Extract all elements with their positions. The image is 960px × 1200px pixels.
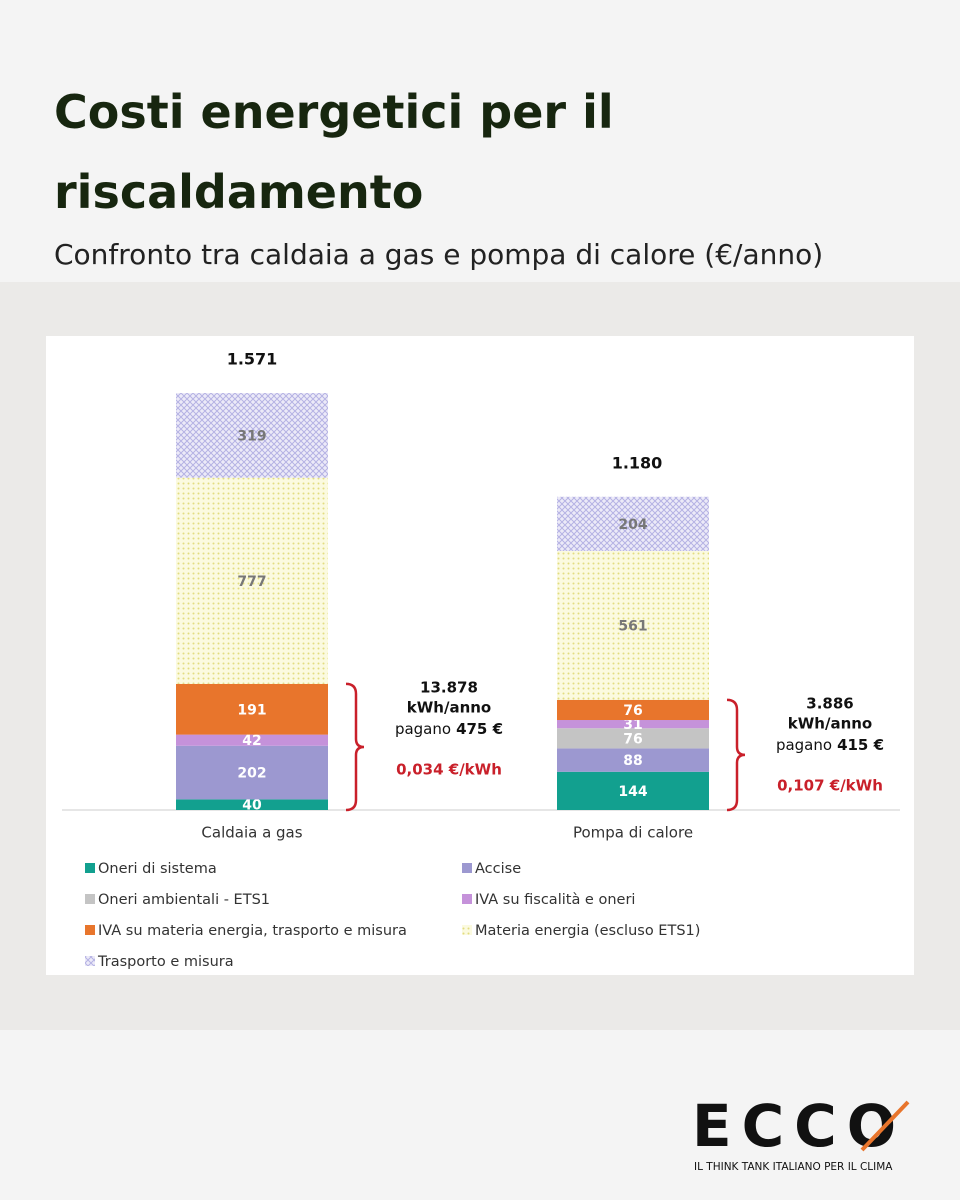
annotation-unit-cost: 0,034 €/kWh: [396, 760, 502, 778]
bar-segment: [176, 683, 328, 735]
total-label: 1.571: [227, 350, 278, 369]
legend-swatch: [85, 956, 95, 966]
amount: 475 €: [456, 719, 503, 737]
segment-label: 76: [623, 703, 642, 719]
segment-label: 777: [237, 574, 266, 590]
bar-segment: [557, 550, 709, 700]
bar-segment: [557, 496, 709, 551]
segment-label: 31: [623, 717, 642, 733]
annotation-unit-cost: 0,107 €/kWh: [777, 776, 883, 794]
bar-segment: [176, 734, 328, 746]
legend-label: Materia energia (escluso ETS1): [475, 923, 700, 939]
bar-segment: [176, 745, 328, 800]
legend-label: Accise: [475, 861, 521, 877]
logo-slash: [860, 1100, 910, 1152]
title: Costi energetici per il riscaldamento: [54, 85, 614, 219]
legend-swatch: [85, 925, 95, 935]
legend-label: Oneri di sistema: [98, 861, 217, 877]
annotation-consumption: 3.886: [806, 694, 853, 712]
legend-label: IVA su materia energia, trasporto e misu…: [98, 923, 407, 939]
legend-label: IVA su fiscalità e oneri: [475, 892, 635, 908]
bar-segment: [557, 728, 709, 749]
annotation-unit: kWh/anno: [788, 714, 872, 732]
bar-segment: [176, 477, 328, 684]
segment-label: 204: [618, 517, 647, 533]
chart: 40 202 42 191 777 319 1.571 Caldaia a gas 13.878…: [46, 336, 914, 975]
bar-segment: [557, 699, 709, 721]
pays: pagano: [776, 735, 832, 753]
segment-label: 319: [237, 428, 266, 444]
brace: [726, 698, 746, 812]
segment-label: 76: [623, 731, 642, 747]
tagline: IL THINK TANK ITALIANO PER IL CLIMA: [694, 1161, 893, 1173]
legend-label: Oneri ambientali - ETS1: [98, 892, 270, 908]
total-label: 1.180: [612, 453, 663, 472]
annotation-unit: kWh/anno: [407, 698, 491, 716]
bar-segment: [176, 799, 328, 810]
x-tick-label: Pompa di calore: [573, 824, 693, 842]
segment-label: 42: [242, 733, 261, 749]
subtitle: Confronto tra caldaia a gas e pompa di c…: [54, 238, 824, 271]
bar-segment: [557, 720, 709, 729]
bar-segment: [176, 393, 328, 478]
brace: [345, 682, 365, 812]
segment-label: 40: [242, 798, 262, 814]
x-tick-label: Caldaia a gas: [201, 824, 302, 842]
segment-label: 191: [237, 702, 266, 718]
legend-label: Trasporto e misura: [97, 954, 234, 970]
segment-label: 202: [237, 766, 266, 782]
annotation-pays: pagano 415 €: [776, 735, 884, 753]
annotation-pays: pagano 475 €: [395, 719, 503, 737]
legend-swatch: [462, 925, 472, 935]
legend-swatch: [462, 863, 472, 873]
bar-segment: [557, 748, 709, 772]
annotation-consumption: 13.878: [420, 678, 478, 696]
bar-segment: [557, 771, 709, 810]
legend-swatch: [85, 894, 95, 904]
legend-swatch: [462, 894, 472, 904]
segment-label: 144: [618, 784, 647, 800]
pays: pagano: [395, 719, 451, 737]
segment-label: 561: [618, 618, 647, 634]
segment-label: 88: [623, 753, 642, 769]
amount: 415 €: [837, 735, 884, 753]
legend-swatch: [85, 863, 95, 873]
